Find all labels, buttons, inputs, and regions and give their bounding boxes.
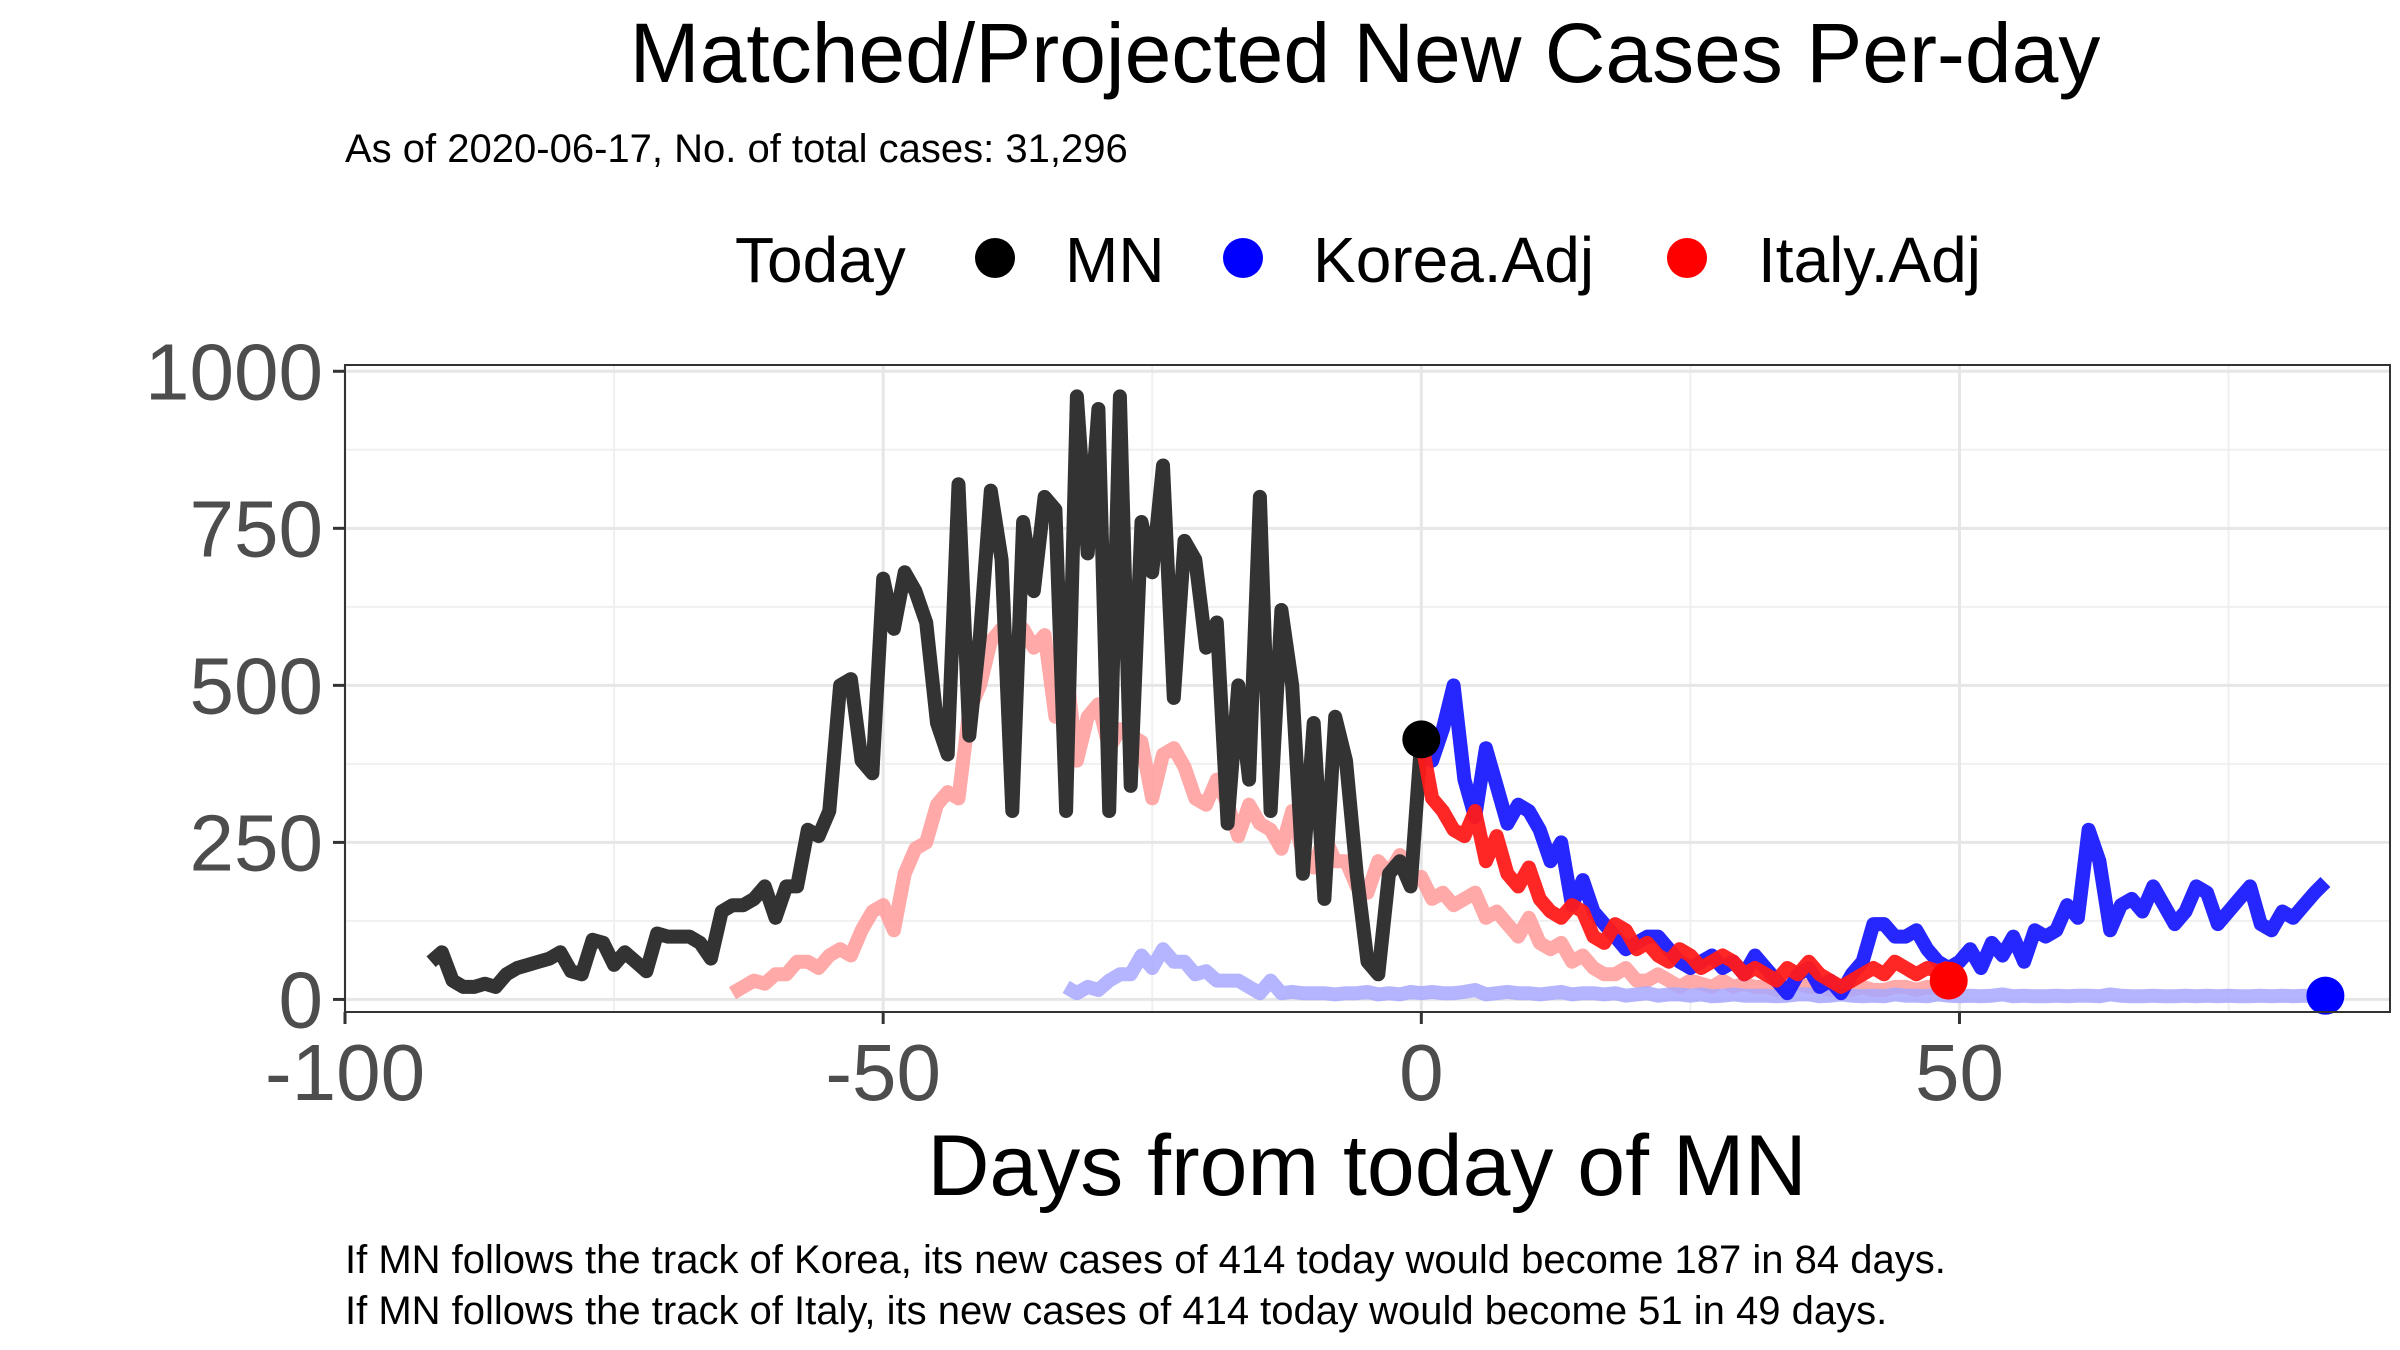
y-tick-label: 250 bbox=[190, 798, 323, 887]
caption-italy: If MN follows the track of Italy, its ne… bbox=[345, 1289, 1887, 1333]
series-lines bbox=[426, 389, 2331, 1004]
endpoint-mn bbox=[1402, 720, 1441, 759]
plot-panel-border bbox=[344, 364, 2391, 1013]
y-tick-label: 0 bbox=[279, 955, 324, 1044]
legend-marker-italy bbox=[1667, 238, 1707, 278]
y-tick-label: 750 bbox=[190, 484, 323, 573]
legend-label-korea: Korea.Adj bbox=[1313, 224, 1594, 296]
legend-marker-korea bbox=[1223, 238, 1263, 278]
series-line-italy bbox=[728, 621, 1950, 1000]
x-tick-label: -50 bbox=[825, 1028, 941, 1117]
chart-title: Matched/Projected New Cases Per-day bbox=[630, 6, 2101, 100]
caption-korea: If MN follows the track of Korea, its ne… bbox=[345, 1238, 1946, 1282]
y-tick-label: 1000 bbox=[145, 327, 323, 416]
x-tick-label: -100 bbox=[265, 1028, 425, 1117]
endpoint-italy-adj bbox=[1929, 961, 1968, 1000]
endpoint-korea-adj bbox=[2306, 976, 2345, 1015]
x-axis-title: Days from today of MN bbox=[927, 1118, 1806, 1214]
series-line-italy-adj bbox=[1414, 738, 1952, 994]
series-line-mn bbox=[426, 389, 1429, 994]
legend-label-italy: Italy.Adj bbox=[1758, 224, 1981, 296]
legend-label-mn: MN bbox=[1065, 224, 1165, 296]
legend-title: Today bbox=[735, 224, 906, 296]
series-line-korea bbox=[1062, 942, 2326, 1004]
legend: Today MN Korea.Adj Italy.Adj bbox=[735, 224, 1981, 296]
y-tick-label: 500 bbox=[190, 641, 323, 730]
x-tick-label: 0 bbox=[1399, 1028, 1444, 1117]
x-tick-label: 50 bbox=[1915, 1028, 2004, 1117]
chart-subtitle: As of 2020-06-17, No. of total cases: 31… bbox=[345, 127, 1128, 171]
legend-marker-mn bbox=[975, 238, 1015, 278]
endpoints bbox=[1402, 720, 2345, 1015]
